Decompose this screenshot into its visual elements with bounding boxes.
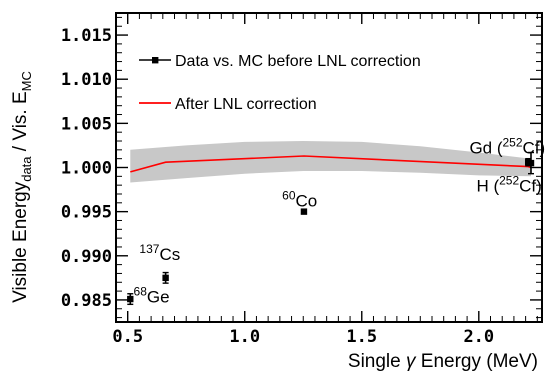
- y-axis-label: Visible Energydata / Vis. EMC: [10, 71, 34, 303]
- series-line-after-lnl-correction: [130, 155, 532, 173]
- uncertainty-band: [130, 141, 532, 183]
- legend: Data vs. MC before LNL correction After L…: [139, 53, 421, 113]
- data-point: [300, 208, 308, 215]
- corrected-line-layer: [130, 155, 532, 173]
- x-tick-label: 0.5: [112, 327, 143, 347]
- source-label: Gd (252Cf): [469, 135, 545, 157]
- legend-label-before-lnl: Data vs. MC before LNL correction: [175, 53, 421, 70]
- source-label: 137Cs: [139, 242, 180, 264]
- source-label: 60Co: [282, 188, 317, 210]
- y-tick-label: 1.000: [61, 159, 112, 179]
- source-label: H (252Cf): [476, 173, 541, 195]
- x-tick-label: 2.0: [463, 327, 494, 347]
- x-axis-label: Single γ Energy (MeV): [348, 351, 538, 372]
- data-point: [524, 159, 532, 166]
- data-point: [162, 274, 169, 282]
- y-tick-label: 1.015: [61, 26, 112, 46]
- x-tick-label: 1.5: [346, 327, 377, 347]
- x-tick-label: 1.0: [229, 327, 260, 347]
- y-tick-label: 1.005: [61, 114, 112, 134]
- y-tick-label: 1.010: [61, 70, 112, 90]
- y-tick-label: 0.995: [61, 203, 112, 223]
- annotations: 137Cs 68Ge 60Co Gd (252Cf) H (252Cf): [134, 135, 546, 306]
- source-label: 68Ge: [134, 285, 170, 307]
- legend-label-after-lnl: After LNL correction: [175, 96, 317, 113]
- y-tick-label: 0.985: [61, 291, 112, 311]
- data-point-layer: [127, 151, 535, 306]
- axis-ticks: [116, 13, 542, 322]
- data-point: [127, 295, 134, 303]
- legend-marker: [152, 57, 159, 64]
- tick-labels: 0.5 1.0 1.5 2.0 0.985 0.990 0.995 1.000 1.005 1.0…: [61, 26, 494, 347]
- uncertainty-band-layer: [130, 141, 532, 183]
- y-tick-label: 0.990: [61, 247, 112, 267]
